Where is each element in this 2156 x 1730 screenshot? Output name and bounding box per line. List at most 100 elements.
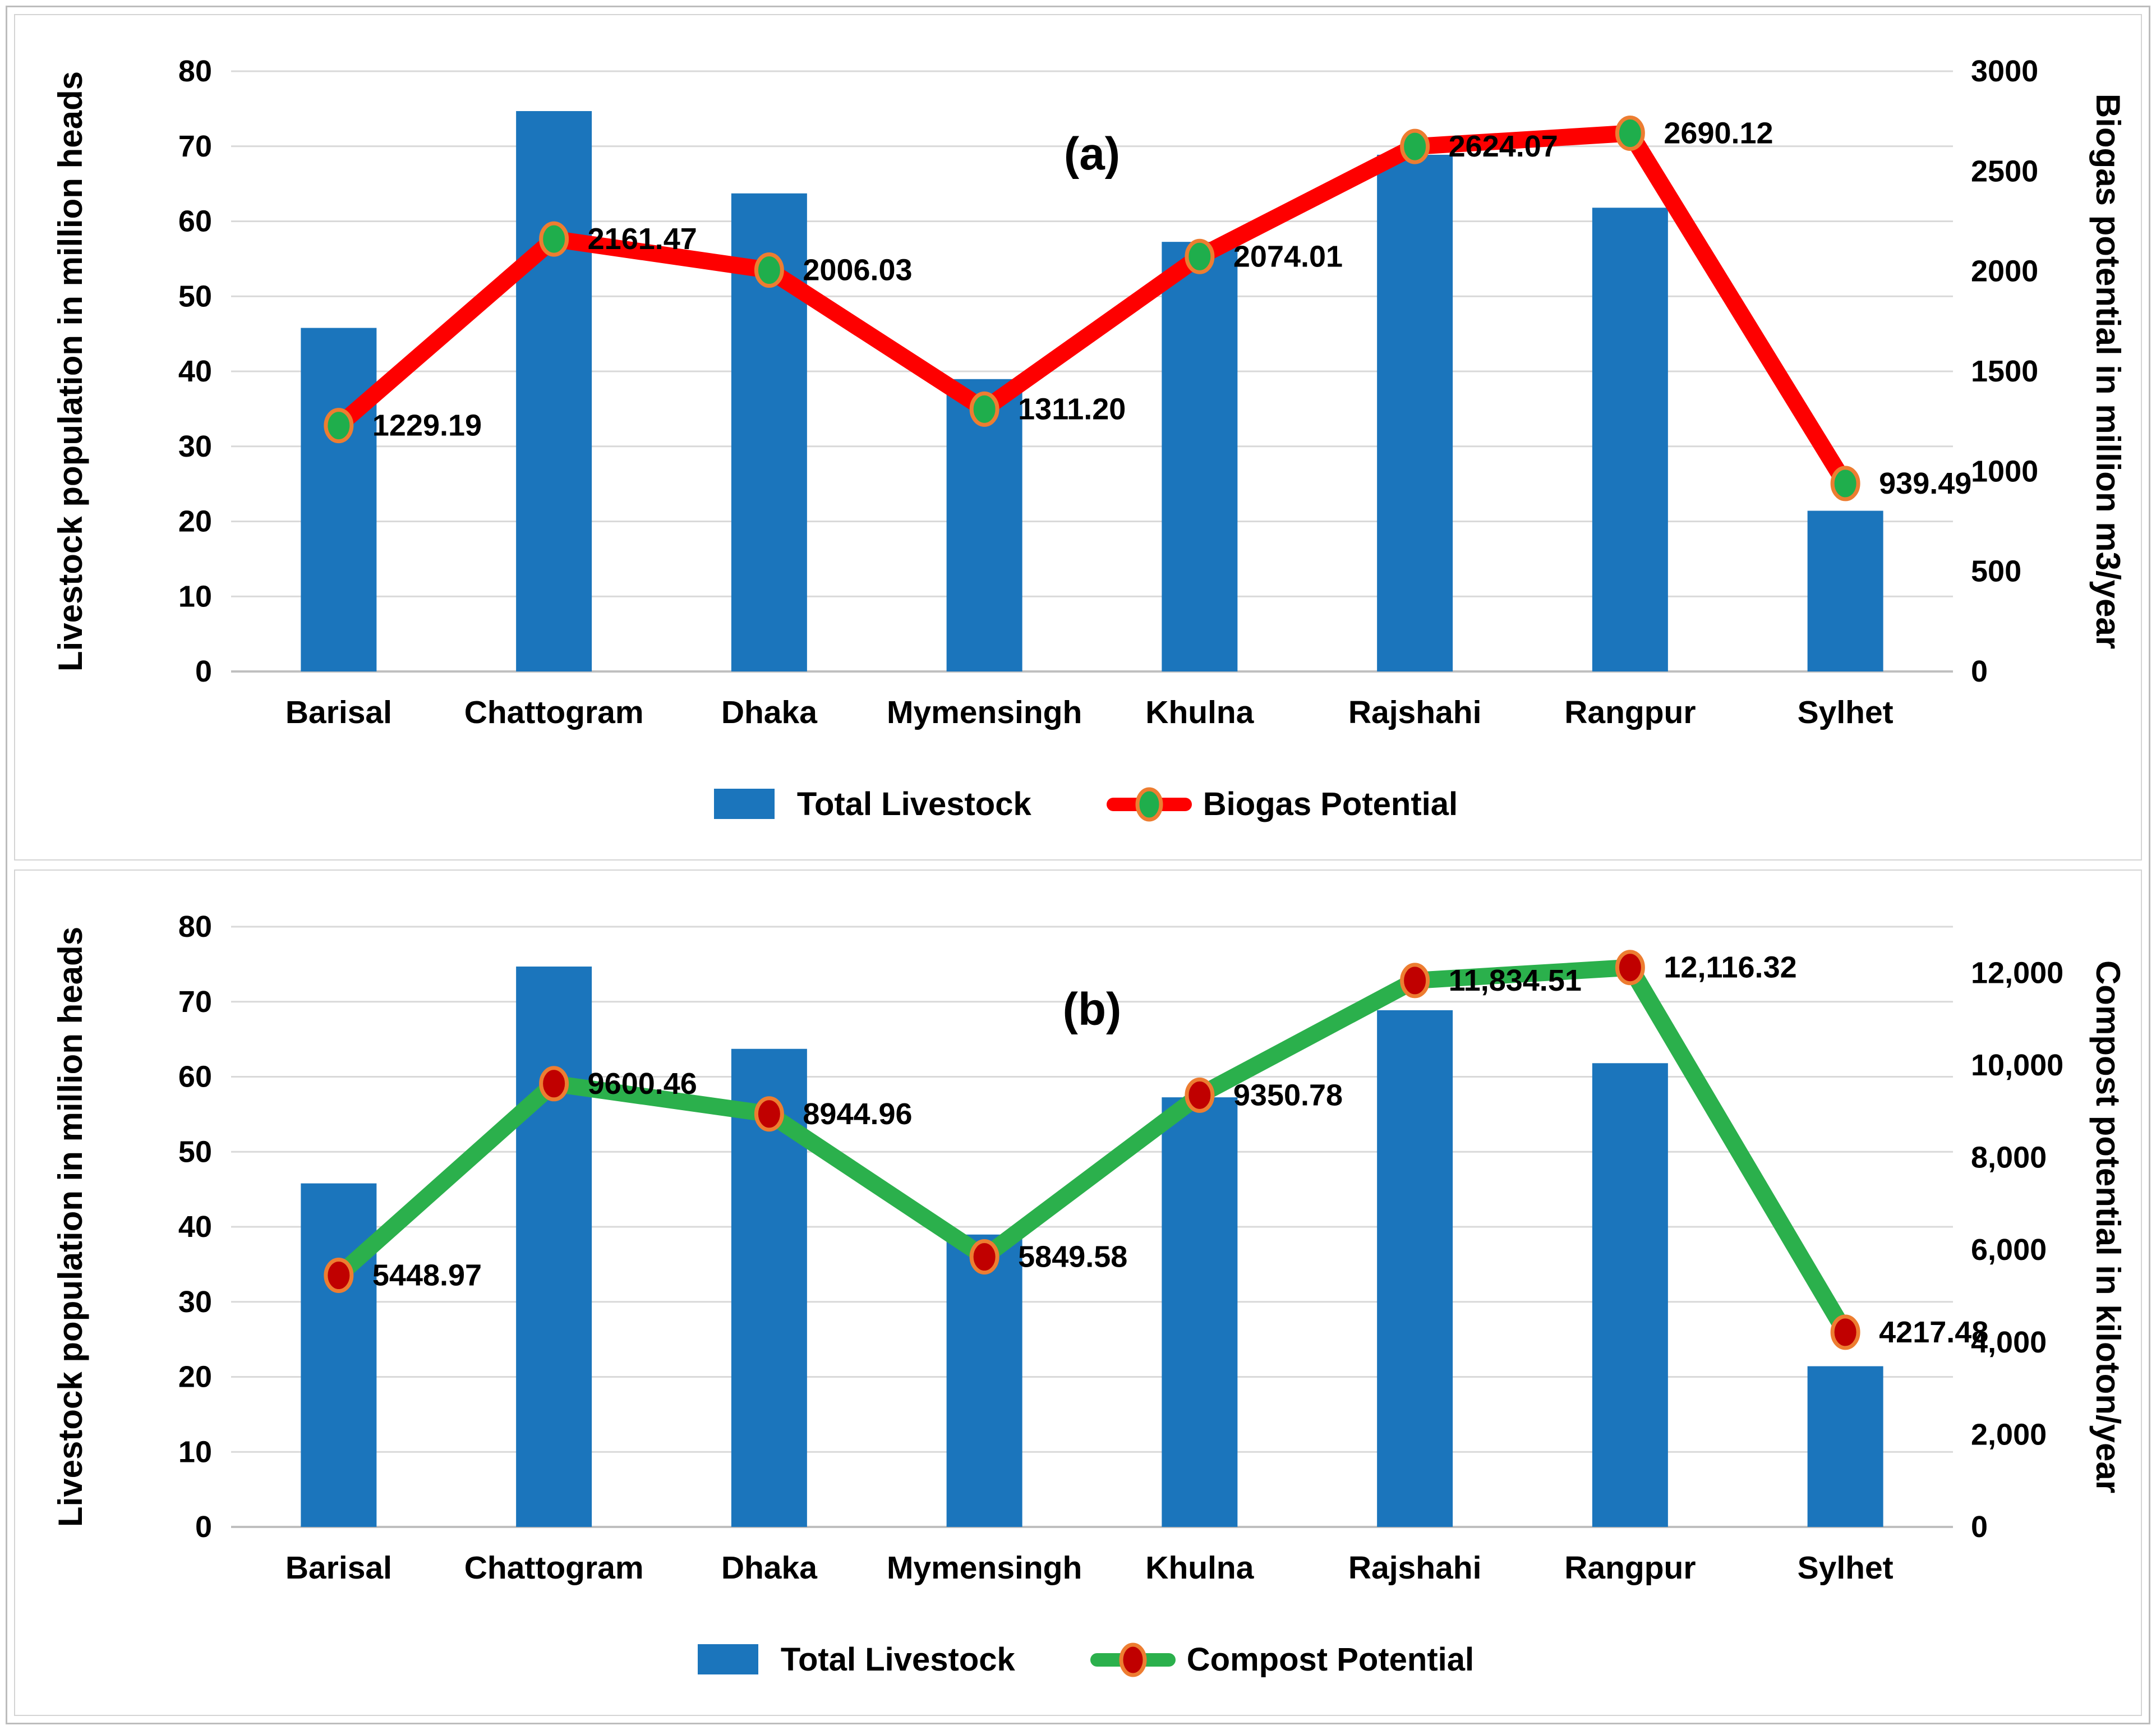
x-category-label: Rajshahi	[1348, 694, 1482, 730]
legend-label: Biogas Potential	[1203, 785, 1458, 822]
bar-khulna	[1162, 242, 1238, 672]
y-left-tick: 50	[178, 1135, 212, 1168]
y-left-tick: 80	[178, 54, 212, 88]
y-right-tick: 6,000	[1971, 1233, 2047, 1267]
y-right-tick: 12,000	[1971, 956, 2063, 990]
bar-rangpur	[1592, 1063, 1668, 1527]
y-right-tick: 0	[1971, 655, 1988, 688]
marker-rajshahi	[1400, 963, 1430, 999]
data-label: 2074.01	[1233, 240, 1343, 273]
data-label: 11,834.51	[1449, 964, 1582, 997]
legend-line-swatch-icon	[1090, 1642, 1176, 1677]
y-right-tick: 500	[1971, 555, 2021, 588]
legend-item: Total Livestock	[698, 784, 1031, 823]
panel-b: 5448.97 9600.46 8944.96 5849.58 9350.78 11,83…	[14, 869, 2142, 1716]
bar-swatch	[697, 1644, 758, 1674]
x-category-label: Barisal	[285, 1550, 392, 1586]
y-left-tick: 40	[178, 355, 212, 388]
data-label: 2161.47	[588, 222, 697, 256]
bar-barisal	[301, 328, 377, 671]
legend-item: Biogas Potential	[1104, 784, 1458, 823]
marker-barisal	[324, 1258, 354, 1294]
y-right-tick: 4,000	[1971, 1326, 2047, 1359]
data-label: 8944.96	[803, 1097, 912, 1131]
legend-bar-swatch-icon	[713, 789, 775, 819]
marker-swatch	[1119, 1642, 1147, 1677]
panel-title: (b)	[1063, 984, 1122, 1035]
marker-rangpur	[1615, 116, 1645, 151]
bar-rajshahi	[1377, 154, 1453, 671]
y-left-tick: 70	[178, 985, 212, 1019]
x-category-label: Khulna	[1145, 694, 1254, 730]
x-category-label: Rangpur	[1564, 1550, 1696, 1586]
marker-mymensingh	[969, 1239, 999, 1275]
bar-mymensingh	[946, 379, 1022, 671]
data-line	[330, 125, 1854, 492]
bar-rajshahi	[1377, 1010, 1453, 1527]
y-left-tick: 30	[178, 430, 212, 463]
y-left-tick: 30	[178, 1285, 212, 1319]
y-left-tick: 60	[178, 205, 212, 238]
y-left-tick: 20	[178, 505, 212, 539]
bar-swatch	[713, 789, 775, 819]
legend-item: Total Livestock	[682, 1640, 1015, 1679]
y-right-tick: 1000	[1971, 454, 2038, 488]
data-label: 939.49	[1879, 467, 1971, 500]
marker-khulna	[1185, 238, 1215, 274]
x-category-label: Sylhet	[1798, 694, 1894, 730]
data-label: 2690.12	[1664, 117, 1773, 150]
y-right-tick: 2500	[1971, 154, 2038, 188]
x-category-label: Rajshahi	[1348, 1550, 1482, 1586]
y-left-tick: 20	[178, 1360, 212, 1394]
y-right-tick: 3000	[1971, 54, 2038, 88]
panel-title: (a)	[1064, 128, 1120, 180]
x-category-label: Rangpur	[1564, 694, 1696, 730]
legend-bar-swatch-icon	[697, 1644, 758, 1674]
legend-a: Total Livestock Biogas Potential	[19, 759, 2137, 849]
y-left-tick: 0	[195, 1510, 212, 1544]
legend-label: Total Livestock	[796, 785, 1031, 822]
y-left-tick: 40	[178, 1210, 212, 1244]
data-label: 9600.46	[588, 1067, 697, 1101]
x-category-label: Mymensingh	[887, 694, 1082, 730]
marker-dhaka	[754, 1096, 784, 1132]
y-right-tick: 2000	[1971, 255, 2038, 288]
x-category-label: Dhaka	[721, 1550, 818, 1586]
marker-mymensingh	[969, 391, 999, 427]
data-label: 5849.58	[1018, 1240, 1127, 1274]
legend-label: Compost Potential	[1186, 1641, 1475, 1678]
marker-sylhet	[1830, 1314, 1860, 1350]
y-right-axis-title: Biogas potential in million m3/year	[2089, 94, 2121, 649]
data-label: 9350.78	[1233, 1078, 1343, 1112]
y-left-tick: 80	[178, 910, 212, 944]
y-left-tick: 50	[178, 279, 212, 313]
y-left-axis-title: Livestock population in million heads	[52, 927, 89, 1527]
y-left-tick: 70	[178, 130, 212, 163]
x-category-label: Sylhet	[1798, 1550, 1894, 1586]
marker-rangpur	[1615, 950, 1645, 986]
bar-sylhet	[1807, 510, 1883, 671]
y-left-tick: 10	[178, 1435, 212, 1469]
chart-b: 5448.97 9600.46 8944.96 5849.58 9350.78 11,83…	[52, 910, 2121, 1586]
bar-khulna	[1162, 1097, 1238, 1527]
y-right-tick: 10,000	[1971, 1048, 2063, 1082]
bar-mymensingh	[946, 1234, 1022, 1527]
data-label: 1311.20	[1018, 392, 1126, 426]
x-category-label: Chattogram	[464, 1550, 644, 1586]
bar-rangpur	[1592, 208, 1668, 671]
x-category-label: Khulna	[1145, 1550, 1254, 1586]
y-right-tick: 1500	[1971, 355, 2038, 388]
marker-rajshahi	[1400, 128, 1430, 164]
bar-barisal	[301, 1183, 377, 1527]
data-label: 12,116.32	[1664, 951, 1796, 984]
data-label: 2006.03	[803, 254, 912, 287]
x-category-label: Dhaka	[721, 694, 818, 730]
x-category-label: Mymensingh	[887, 1550, 1082, 1586]
y-left-tick: 60	[178, 1060, 212, 1094]
y-left-axis-title: Livestock population in million heads	[52, 71, 89, 671]
marker-swatch	[1135, 787, 1163, 822]
y-right-tick: 8,000	[1971, 1141, 2047, 1175]
data-label: 2624.07	[1449, 130, 1558, 163]
y-left-tick: 0	[195, 655, 212, 688]
bar-sylhet	[1807, 1366, 1883, 1527]
